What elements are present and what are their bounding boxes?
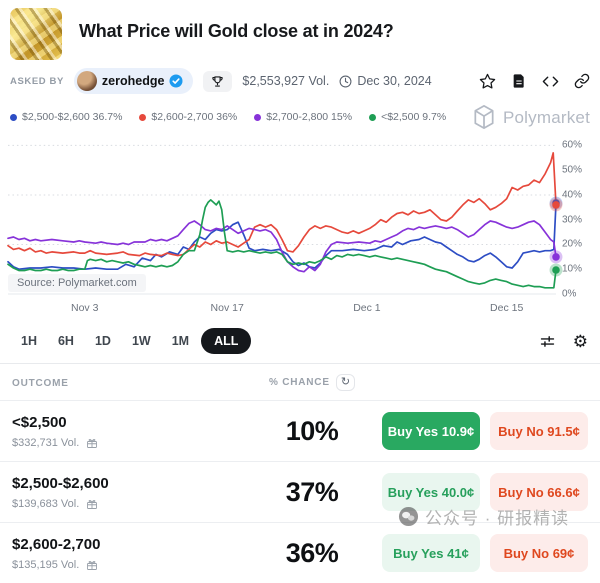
y-axis-tick: 60% xyxy=(562,139,583,151)
gift-icon xyxy=(86,437,98,449)
legend-item[interactable]: <$2,500 9.7% xyxy=(369,111,446,123)
legend-dot-green xyxy=(369,113,377,121)
y-axis-tick: 20% xyxy=(562,238,583,250)
market-thumbnail-gold-bars xyxy=(10,8,62,60)
x-axis-tick: Nov 17 xyxy=(210,302,244,314)
page-title: What Price will Gold close at in 2024? xyxy=(79,21,394,41)
verified-badge-icon xyxy=(169,74,183,88)
chance-value: 37% xyxy=(285,476,339,507)
star-icon[interactable] xyxy=(479,73,496,90)
y-axis-tick: 0% xyxy=(562,288,577,300)
author-name: zerohedge xyxy=(101,74,165,88)
chance-value: 10% xyxy=(285,415,339,446)
brand-name: Polymarket xyxy=(502,107,590,127)
buy-yes-button[interactable]: Buy Yes 10.9¢ xyxy=(382,412,480,450)
outcome-volume: $139,683 Vol. xyxy=(12,497,80,510)
embed-code-icon[interactable] xyxy=(542,73,559,90)
x-axis: Nov 3 Nov 17 Dec 1 Dec 15 xyxy=(8,302,556,316)
table-header: OUTCOME % CHANCE ↻ xyxy=(0,364,600,400)
trophy-icon xyxy=(211,75,224,88)
polymarket-logo-icon xyxy=(472,104,496,131)
x-axis-tick: Nov 3 xyxy=(71,302,99,314)
author-pill[interactable]: zerohedge xyxy=(73,68,194,94)
chart-toolbar: 1H 6H 1D 1W 1M ALL ⚙ xyxy=(0,328,600,354)
buy-no-button[interactable]: Buy No 69¢ xyxy=(490,534,588,572)
range-button-1d[interactable]: 1D xyxy=(86,329,120,353)
legend-dot-red xyxy=(139,113,147,121)
range-button-1m[interactable]: 1M xyxy=(163,329,198,353)
asked-by-label: ASKED BY xyxy=(10,75,64,87)
range-button-1w[interactable]: 1W xyxy=(123,329,160,353)
gear-icon[interactable]: ⚙ xyxy=(572,331,588,351)
document-icon[interactable] xyxy=(511,73,527,89)
range-button-6h[interactable]: 6H xyxy=(49,329,83,353)
volume-total: $2,553,927 Vol. xyxy=(242,74,330,88)
outcome-name: $2,500-$2,600 xyxy=(12,474,109,492)
buy-yes-button[interactable]: Buy Yes 40.0¢ xyxy=(382,473,480,511)
buy-no-button[interactable]: Buy No 66.6¢ xyxy=(490,473,588,511)
legend-dot-purple xyxy=(254,113,262,121)
clock-icon xyxy=(339,75,352,88)
range-button-all[interactable]: ALL xyxy=(201,328,252,354)
link-icon[interactable] xyxy=(574,73,590,89)
y-axis-tick: 10% xyxy=(562,263,583,275)
outcome-volume: $332,731 Vol. xyxy=(12,436,80,449)
y-axis-tick: 40% xyxy=(562,189,583,201)
polymarket-brand: Polymarket xyxy=(472,104,590,131)
legend-dot-blue xyxy=(10,113,17,121)
divider xyxy=(0,363,600,364)
source-watermark: Source: Polymarket.com xyxy=(8,274,146,292)
market-header: What Price will Gold close at in 2024? A… xyxy=(0,0,600,94)
chance-value: 36% xyxy=(285,537,339,568)
buy-yes-button[interactable]: Buy Yes 41¢ xyxy=(382,534,480,572)
gift-icon xyxy=(86,559,98,571)
table-row: $2,600-2,700 $135,195 Vol. 36% Buy Yes 4… xyxy=(0,522,600,583)
legend-item[interactable]: $2,600-2,700 36% xyxy=(139,111,237,123)
legend-item[interactable]: $2,700-2,800 15% xyxy=(254,111,352,123)
chart-legend: $2,500-$2,600 36.7% $2,600-2,700 36% $2,… xyxy=(0,105,600,129)
outcome-column-header: OUTCOME xyxy=(12,378,69,389)
table-row: <$2,500 $332,731 Vol. 10% Buy Yes 10.9¢ … xyxy=(0,400,600,461)
buy-no-button[interactable]: Buy No 91.5¢ xyxy=(490,412,588,450)
end-date: Dec 30, 2024 xyxy=(339,74,432,88)
y-axis-tick: 30% xyxy=(562,214,583,226)
price-chart[interactable]: 0% 10% 20% 30% 40% 50% 60% Source: Polymarket.… xyxy=(7,138,592,300)
x-axis-tick: Dec 1 xyxy=(353,302,381,314)
table-row: $2,500-$2,600 $139,683 Vol. 37% Buy Yes … xyxy=(0,461,600,522)
chance-column-header: % CHANCE xyxy=(268,376,330,388)
y-axis-tick: 50% xyxy=(562,164,583,176)
outcome-name: $2,600-2,700 xyxy=(12,535,101,553)
avatar xyxy=(76,71,97,91)
leaderboard-chip[interactable] xyxy=(203,70,233,92)
outcome-name: <$2,500 xyxy=(12,413,67,431)
legend-item[interactable]: $2,500-$2,600 36.7% xyxy=(10,111,122,123)
refresh-icon[interactable]: ↻ xyxy=(335,373,356,391)
chart-canvas[interactable] xyxy=(7,138,563,295)
range-button-1h[interactable]: 1H xyxy=(12,329,46,353)
gift-icon xyxy=(86,498,98,510)
sliders-icon[interactable] xyxy=(539,333,556,350)
outcome-volume: $135,195 Vol. xyxy=(12,558,80,571)
x-axis-tick: Dec 15 xyxy=(490,302,524,314)
